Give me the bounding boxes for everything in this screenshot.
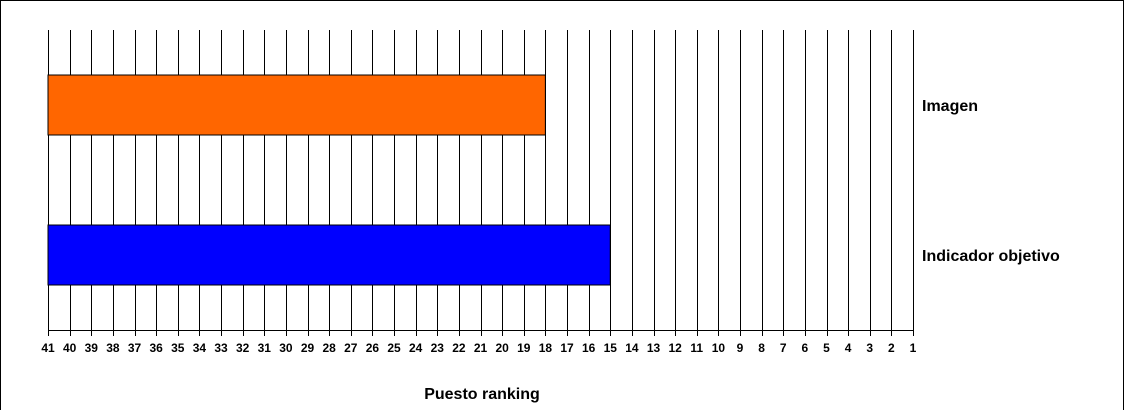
x-tick-label: 12 <box>668 341 682 355</box>
x-tick-label: 22 <box>452 341 466 355</box>
x-tick-label: 30 <box>279 341 293 355</box>
x-axis-title: Puesto ranking <box>424 386 540 403</box>
x-tick-label: 24 <box>409 341 423 355</box>
x-tick-label: 29 <box>301 341 315 355</box>
x-tick-label: 8 <box>758 341 765 355</box>
x-tick-label: 1 <box>910 341 917 355</box>
x-tick-label: 11 <box>690 341 703 355</box>
x-tick-label: 35 <box>171 341 185 355</box>
x-tick-label: 38 <box>106 341 120 355</box>
x-tick-label: 34 <box>193 341 207 355</box>
x-tick-label: 28 <box>322 341 336 355</box>
x-tick-label: 41 <box>41 341 55 355</box>
x-tick-label: 19 <box>517 341 531 355</box>
x-tick-label: 7 <box>780 341 787 355</box>
x-tick-label: 26 <box>366 341 380 355</box>
x-tick-label: 17 <box>560 341 574 355</box>
x-tick-label: 2 <box>888 341 895 355</box>
x-tick-label: 27 <box>344 341 358 355</box>
x-tick-label: 15 <box>604 341 618 355</box>
x-tick-label: 39 <box>85 341 99 355</box>
category-labels: Imagen Indicador objetivo <box>922 98 1060 265</box>
x-axis: 41 40 39 38 37 36 35 34 33 32 31 30 29 28 27 26 25 24 23 22… <box>41 330 917 355</box>
category-label: Indicador objetivo <box>922 248 1060 265</box>
x-tick-label: 3 <box>866 341 873 355</box>
x-tick-label: 13 <box>647 341 661 355</box>
x-tick-label: 6 <box>802 341 809 355</box>
bar-indicador-objetivo <box>47 224 611 286</box>
category-label: Imagen <box>922 98 978 115</box>
x-tick-label: 32 <box>236 341 250 355</box>
x-tick-label: 9 <box>737 341 744 355</box>
x-tick-label: 20 <box>495 341 509 355</box>
x-tick-label: 36 <box>149 341 163 355</box>
x-tick-label: 25 <box>387 341 401 355</box>
bars <box>47 74 611 286</box>
x-tick-label: 33 <box>214 341 228 355</box>
x-tick-label: 16 <box>582 341 596 355</box>
x-tick-label: 40 <box>63 341 77 355</box>
x-tick-label: 4 <box>845 341 852 355</box>
x-tick-label: 31 <box>258 341 272 355</box>
x-tick-label: 18 <box>539 341 553 355</box>
x-tick-label: 23 <box>431 341 445 355</box>
x-tick-label: 21 <box>474 341 488 355</box>
x-tick-label: 5 <box>823 341 830 355</box>
bar-imagen <box>47 74 546 136</box>
x-tick-label: 10 <box>712 341 726 355</box>
x-tick-label: 14 <box>625 341 639 355</box>
x-tick-label: 37 <box>128 341 142 355</box>
